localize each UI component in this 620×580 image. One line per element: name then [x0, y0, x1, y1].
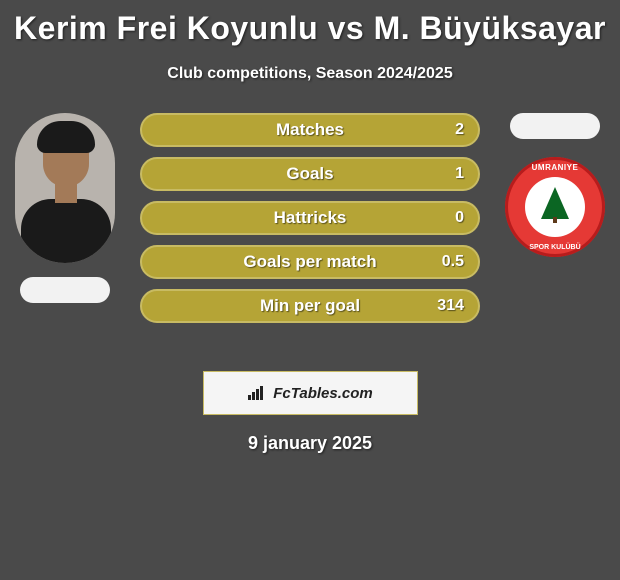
player1-avatar	[15, 113, 115, 263]
player2-club-pill	[510, 113, 600, 139]
player1-club-pill	[20, 277, 110, 303]
stat-label: Goals per match	[243, 252, 376, 272]
right-player-column: UMRANIYE SPOR KULÜBÜ	[500, 113, 610, 257]
stat-value-right: 2	[455, 121, 464, 139]
stat-bar-goals: Goals 1	[140, 157, 480, 191]
stat-bar-hattricks: Hattricks 0	[140, 201, 480, 235]
stat-label: Hattricks	[274, 208, 347, 228]
badge-inner	[525, 177, 585, 237]
stat-bars: Matches 2 Goals 1 Hattricks 0 Goals per …	[140, 113, 480, 333]
stat-value-right: 1	[455, 165, 464, 183]
comparison-panel: Matches 2 Goals 1 Hattricks 0 Goals per …	[0, 113, 620, 353]
stat-label: Goals	[286, 164, 333, 184]
stat-bar-matches: Matches 2	[140, 113, 480, 147]
stat-value-right: 314	[437, 297, 464, 315]
subtitle: Club competitions, Season 2024/2025	[0, 65, 620, 83]
source-badge: FcTables.com	[203, 371, 418, 415]
player1-jersey	[21, 199, 111, 263]
stat-value-right: 0	[455, 209, 464, 227]
source-label: FcTables.com	[273, 385, 372, 402]
barchart-icon	[247, 385, 267, 401]
player2-club-badge: UMRANIYE SPOR KULÜBÜ	[505, 157, 605, 257]
stat-label: Min per goal	[260, 296, 360, 316]
stat-value-right: 0.5	[442, 253, 464, 271]
badge-text-top: UMRANIYE	[505, 163, 605, 172]
left-player-column	[10, 113, 120, 303]
badge-text-bottom: SPOR KULÜBÜ	[505, 244, 605, 251]
stat-label: Matches	[276, 120, 344, 140]
page-title: Kerim Frei Koyunlu vs M. Büyüksayar	[0, 0, 620, 47]
date-label: 9 january 2025	[0, 433, 620, 454]
stat-bar-gpm: Goals per match 0.5	[140, 245, 480, 279]
tree-icon	[541, 187, 569, 219]
player1-hair	[37, 121, 95, 153]
stat-bar-mpg: Min per goal 314	[140, 289, 480, 323]
